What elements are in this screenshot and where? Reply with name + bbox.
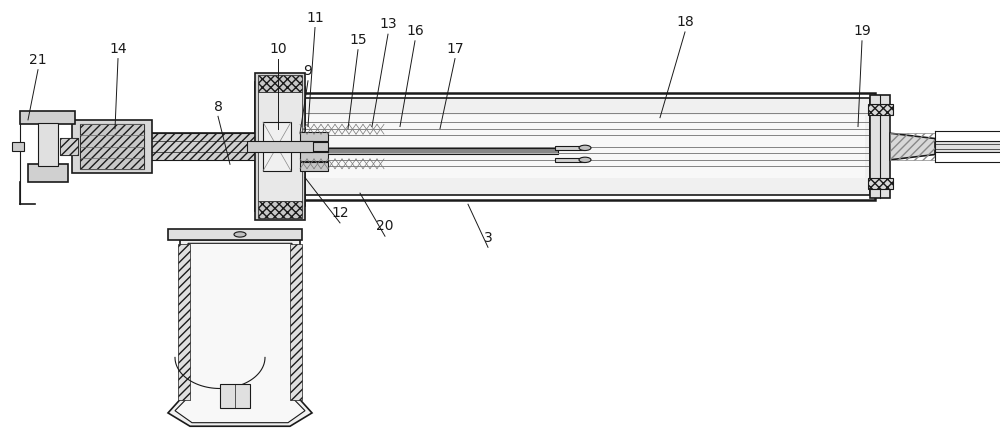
Bar <box>295 98 870 195</box>
Text: 21: 21 <box>29 53 47 67</box>
Text: 18: 18 <box>676 15 694 29</box>
Bar <box>60 138 78 155</box>
Bar <box>258 201 302 218</box>
Bar <box>275 87 305 206</box>
Bar <box>168 229 302 240</box>
Bar <box>247 141 313 152</box>
Bar <box>935 141 1000 152</box>
Text: 8: 8 <box>214 99 222 114</box>
Bar <box>38 123 58 166</box>
Text: 9: 9 <box>304 64 312 78</box>
Circle shape <box>234 232 246 237</box>
Bar <box>555 146 585 150</box>
Bar <box>60 138 78 155</box>
Bar <box>28 164 68 182</box>
Text: 15: 15 <box>349 33 367 47</box>
Bar <box>20 111 75 124</box>
Bar <box>555 158 585 162</box>
Bar <box>255 73 305 220</box>
Bar <box>72 120 152 173</box>
Bar <box>148 133 255 160</box>
Bar <box>258 92 302 201</box>
Bar <box>80 124 144 169</box>
Text: 10: 10 <box>269 42 287 56</box>
Bar <box>300 162 328 171</box>
Bar <box>870 95 890 198</box>
Bar <box>290 93 875 200</box>
Bar <box>300 132 328 141</box>
Bar <box>80 124 144 169</box>
Text: 14: 14 <box>109 42 127 56</box>
Circle shape <box>579 157 591 163</box>
Text: 12: 12 <box>331 206 349 220</box>
Bar <box>148 133 255 160</box>
Bar <box>12 142 24 151</box>
Polygon shape <box>168 240 312 426</box>
Text: 19: 19 <box>853 24 871 38</box>
Text: 16: 16 <box>406 24 424 38</box>
Bar <box>300 115 865 178</box>
Polygon shape <box>175 243 305 423</box>
Bar <box>258 75 302 92</box>
Text: 3: 3 <box>484 230 492 245</box>
Text: 20: 20 <box>376 219 394 234</box>
Bar <box>290 244 302 400</box>
Text: 17: 17 <box>446 42 464 56</box>
Bar <box>255 82 300 211</box>
Circle shape <box>579 145 591 151</box>
Bar <box>300 142 328 151</box>
Bar <box>890 133 935 160</box>
Bar <box>328 148 558 154</box>
Bar <box>300 152 328 161</box>
Bar <box>263 122 291 171</box>
Bar <box>868 104 893 115</box>
Bar <box>868 178 893 189</box>
Text: 13: 13 <box>379 17 397 32</box>
Bar <box>220 384 250 408</box>
Bar <box>178 244 190 400</box>
Text: 11: 11 <box>306 11 324 25</box>
Polygon shape <box>890 133 935 160</box>
